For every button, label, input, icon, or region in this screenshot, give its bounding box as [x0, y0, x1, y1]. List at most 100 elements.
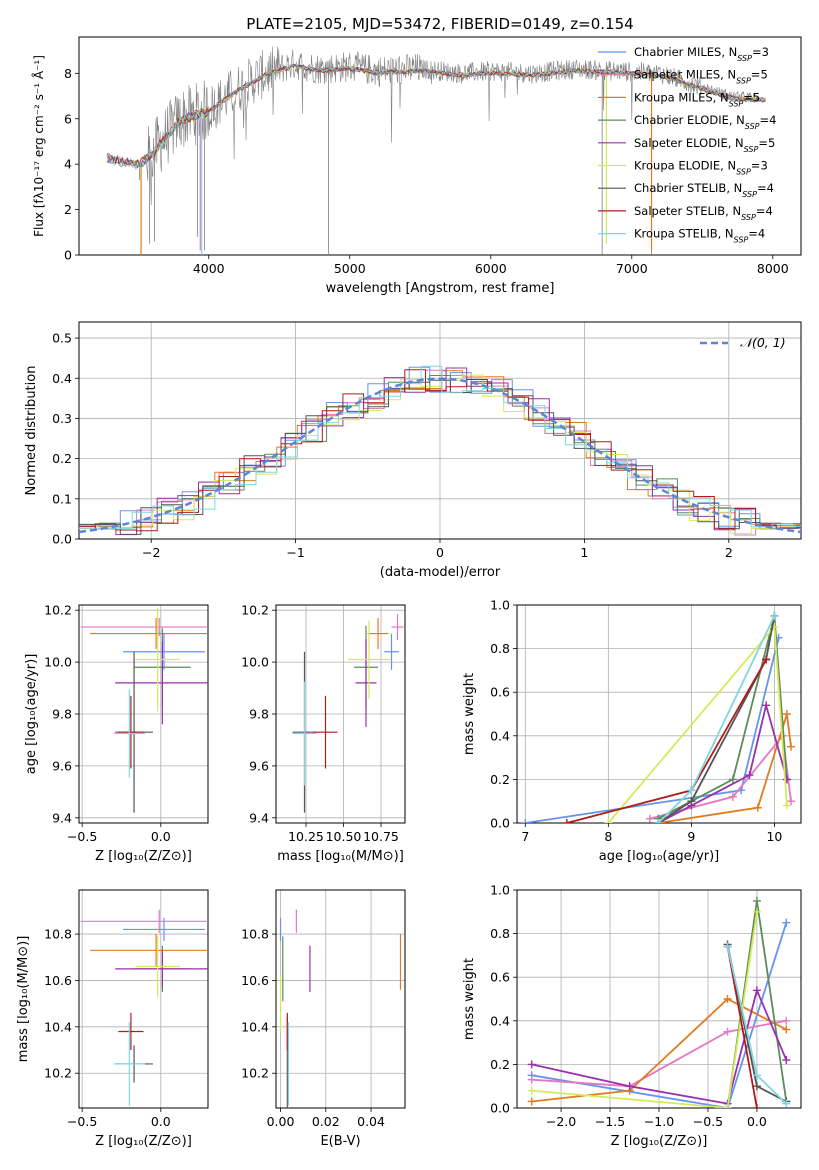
weight-line-2	[531, 997, 787, 1103]
x-axis-label: wavelength [Angstrom, rest frame]	[326, 281, 555, 296]
legend-equals: =	[758, 136, 768, 150]
plot-area	[79, 365, 801, 536]
legend-equals: =	[757, 181, 767, 195]
weight-marker	[770, 611, 779, 620]
legend-label: Kroupa ELODIE, NSSP=3	[634, 159, 768, 177]
y-tick-label: 9.4	[52, 810, 72, 825]
legend-equals: =	[752, 45, 762, 59]
x-tick-label: 10.75	[363, 829, 399, 844]
x-tick-label: 10.25	[288, 829, 324, 844]
y-tick-label: 10.2	[241, 1066, 269, 1081]
legend-label: Salpeter ELODIE, NSSP=5	[634, 136, 775, 154]
weight-marker	[782, 918, 791, 927]
legend-equals: =	[760, 113, 770, 127]
plot-area	[279, 909, 402, 1108]
y-tick-label: 10.8	[44, 927, 72, 942]
weight-marker	[521, 819, 530, 823]
axes-frame	[275, 889, 406, 1109]
weight-marker	[527, 1097, 536, 1106]
x-axis-label: (data-model)/error	[380, 565, 501, 580]
weight-marker	[687, 797, 696, 806]
plot-area	[106, 46, 766, 255]
y-tick-label: 10.0	[44, 655, 72, 670]
age-vs-mass-panel: 10.25 10.50 10.75 9.4 9.6 9.8 10.0 10.2 mass [lo…	[241, 603, 406, 864]
legend-ssp-subscript: SSP	[736, 76, 751, 85]
legend-nssp-value: 3	[762, 45, 769, 59]
legend-model-name: Chabrier MILES	[634, 45, 721, 59]
legend-nssp-value: 4	[769, 113, 776, 127]
weight-marker	[787, 742, 796, 751]
x-tick-label: 0.00	[267, 1114, 295, 1129]
x-tick-label: −2.0	[546, 1114, 576, 1129]
y-tick-label: 9.8	[52, 707, 72, 722]
legend-nssp-value: 5	[768, 136, 775, 150]
legend-nssp-prefix: , N	[718, 227, 734, 241]
weight-line-2	[658, 713, 792, 823]
legend-model-name: Salpeter STELIB	[634, 204, 725, 218]
y-tick-label: 0.0	[490, 1101, 510, 1116]
weight-marker	[654, 819, 663, 823]
legend-label: Kroupa MILES, NSSP=5	[634, 90, 760, 108]
legend-label: Chabrier ELODIE, NSSP=4	[634, 113, 776, 131]
legend-ssp-subscript: SSP	[742, 190, 757, 199]
x-tick-label: 0.0	[747, 1114, 767, 1129]
legend-ssp-subscript: SSP	[736, 167, 751, 176]
legend-model-name: Kroupa STELIB	[634, 227, 718, 241]
legend-nssp-value: 4	[758, 227, 765, 241]
y-tick-label: 0.0	[52, 532, 72, 547]
plot-area	[80, 909, 208, 1106]
x-tick-label: −0.5	[67, 1114, 97, 1129]
y-tick-label: 0.2	[490, 772, 510, 787]
residuals-panel: −2 −1 0 1 2 0.0 0.1 0.2 0.3 0.4 0.5 (data-model)/er…	[24, 321, 802, 580]
x-tick-label: −1.5	[595, 1114, 625, 1129]
weight-marker	[723, 942, 732, 951]
x-tick-label: 10.50	[326, 829, 362, 844]
weight-marker	[752, 986, 761, 995]
legend-ssp-subscript: SSP	[744, 144, 759, 153]
x-tick-label: 0	[436, 545, 444, 560]
axes-frame	[78, 889, 209, 1109]
x-tick-label: −0.5	[67, 829, 97, 844]
weight-marker	[745, 771, 754, 780]
legend-nssp-value: 4	[765, 204, 772, 218]
x-axis-label: E(B-V)	[320, 1134, 360, 1149]
legend-nssp-prefix: , N	[726, 181, 742, 195]
weight-marker	[762, 701, 771, 710]
legend-model-name: Chabrier STELIB	[634, 181, 726, 195]
weight-marker	[782, 710, 791, 718]
x-tick-label: 0.04	[357, 1114, 385, 1129]
weight-marker	[527, 1075, 536, 1084]
legend-ssp-subscript: SSP	[734, 235, 749, 244]
legend-label: Salpeter MILES, NSSP=5	[634, 68, 768, 86]
plot-area	[292, 614, 404, 813]
weight-marker	[645, 814, 654, 823]
x-tick-label: 1	[580, 545, 588, 560]
x-tick-label: 8000	[757, 261, 789, 276]
axes-frame	[516, 889, 802, 1109]
legend-label: Chabrier MILES, NSSP=3	[634, 45, 769, 63]
legend-model-name: Salpeter ELODIE	[634, 136, 728, 150]
weight-vs-metallicity-panel: −2.0 −1.5 −1.0 −0.5 0.0 0.0 0.2 0.4 0.6 0.8 1.0 Z […	[462, 883, 802, 1149]
y-tick-label: 1.0	[490, 598, 510, 613]
y-tick-label: 0.5	[52, 331, 72, 346]
y-tick-label: 10.2	[241, 603, 269, 618]
x-tick-label: 6000	[475, 261, 507, 276]
x-tick-label: 8	[604, 829, 612, 844]
y-tick-label: 1.0	[490, 883, 510, 898]
plot-area	[80, 607, 208, 813]
weight-marker	[728, 775, 737, 784]
weight-line-5	[531, 911, 758, 1108]
weight-marker	[752, 1071, 761, 1080]
weight-marker	[753, 803, 762, 812]
x-axis-label: mass [log₁₀(M/M⊙)]	[277, 849, 404, 864]
weight-line-0	[531, 922, 788, 1108]
axes-frame	[516, 604, 802, 824]
y-tick-label: 10.8	[241, 927, 269, 942]
mass-vs-ebv-panel: 0.00 0.02 0.04 10.2 10.4 10.6 10.8 E(B-V)	[241, 889, 406, 1149]
x-axis-label: Z [log₁₀(Z/Z⊙)]	[95, 1134, 192, 1149]
x-tick-label: 0.0	[151, 829, 171, 844]
weight-line-6	[657, 615, 776, 823]
x-tick-label: −2	[142, 545, 160, 560]
legend-nssp-prefix: , N	[725, 204, 741, 218]
